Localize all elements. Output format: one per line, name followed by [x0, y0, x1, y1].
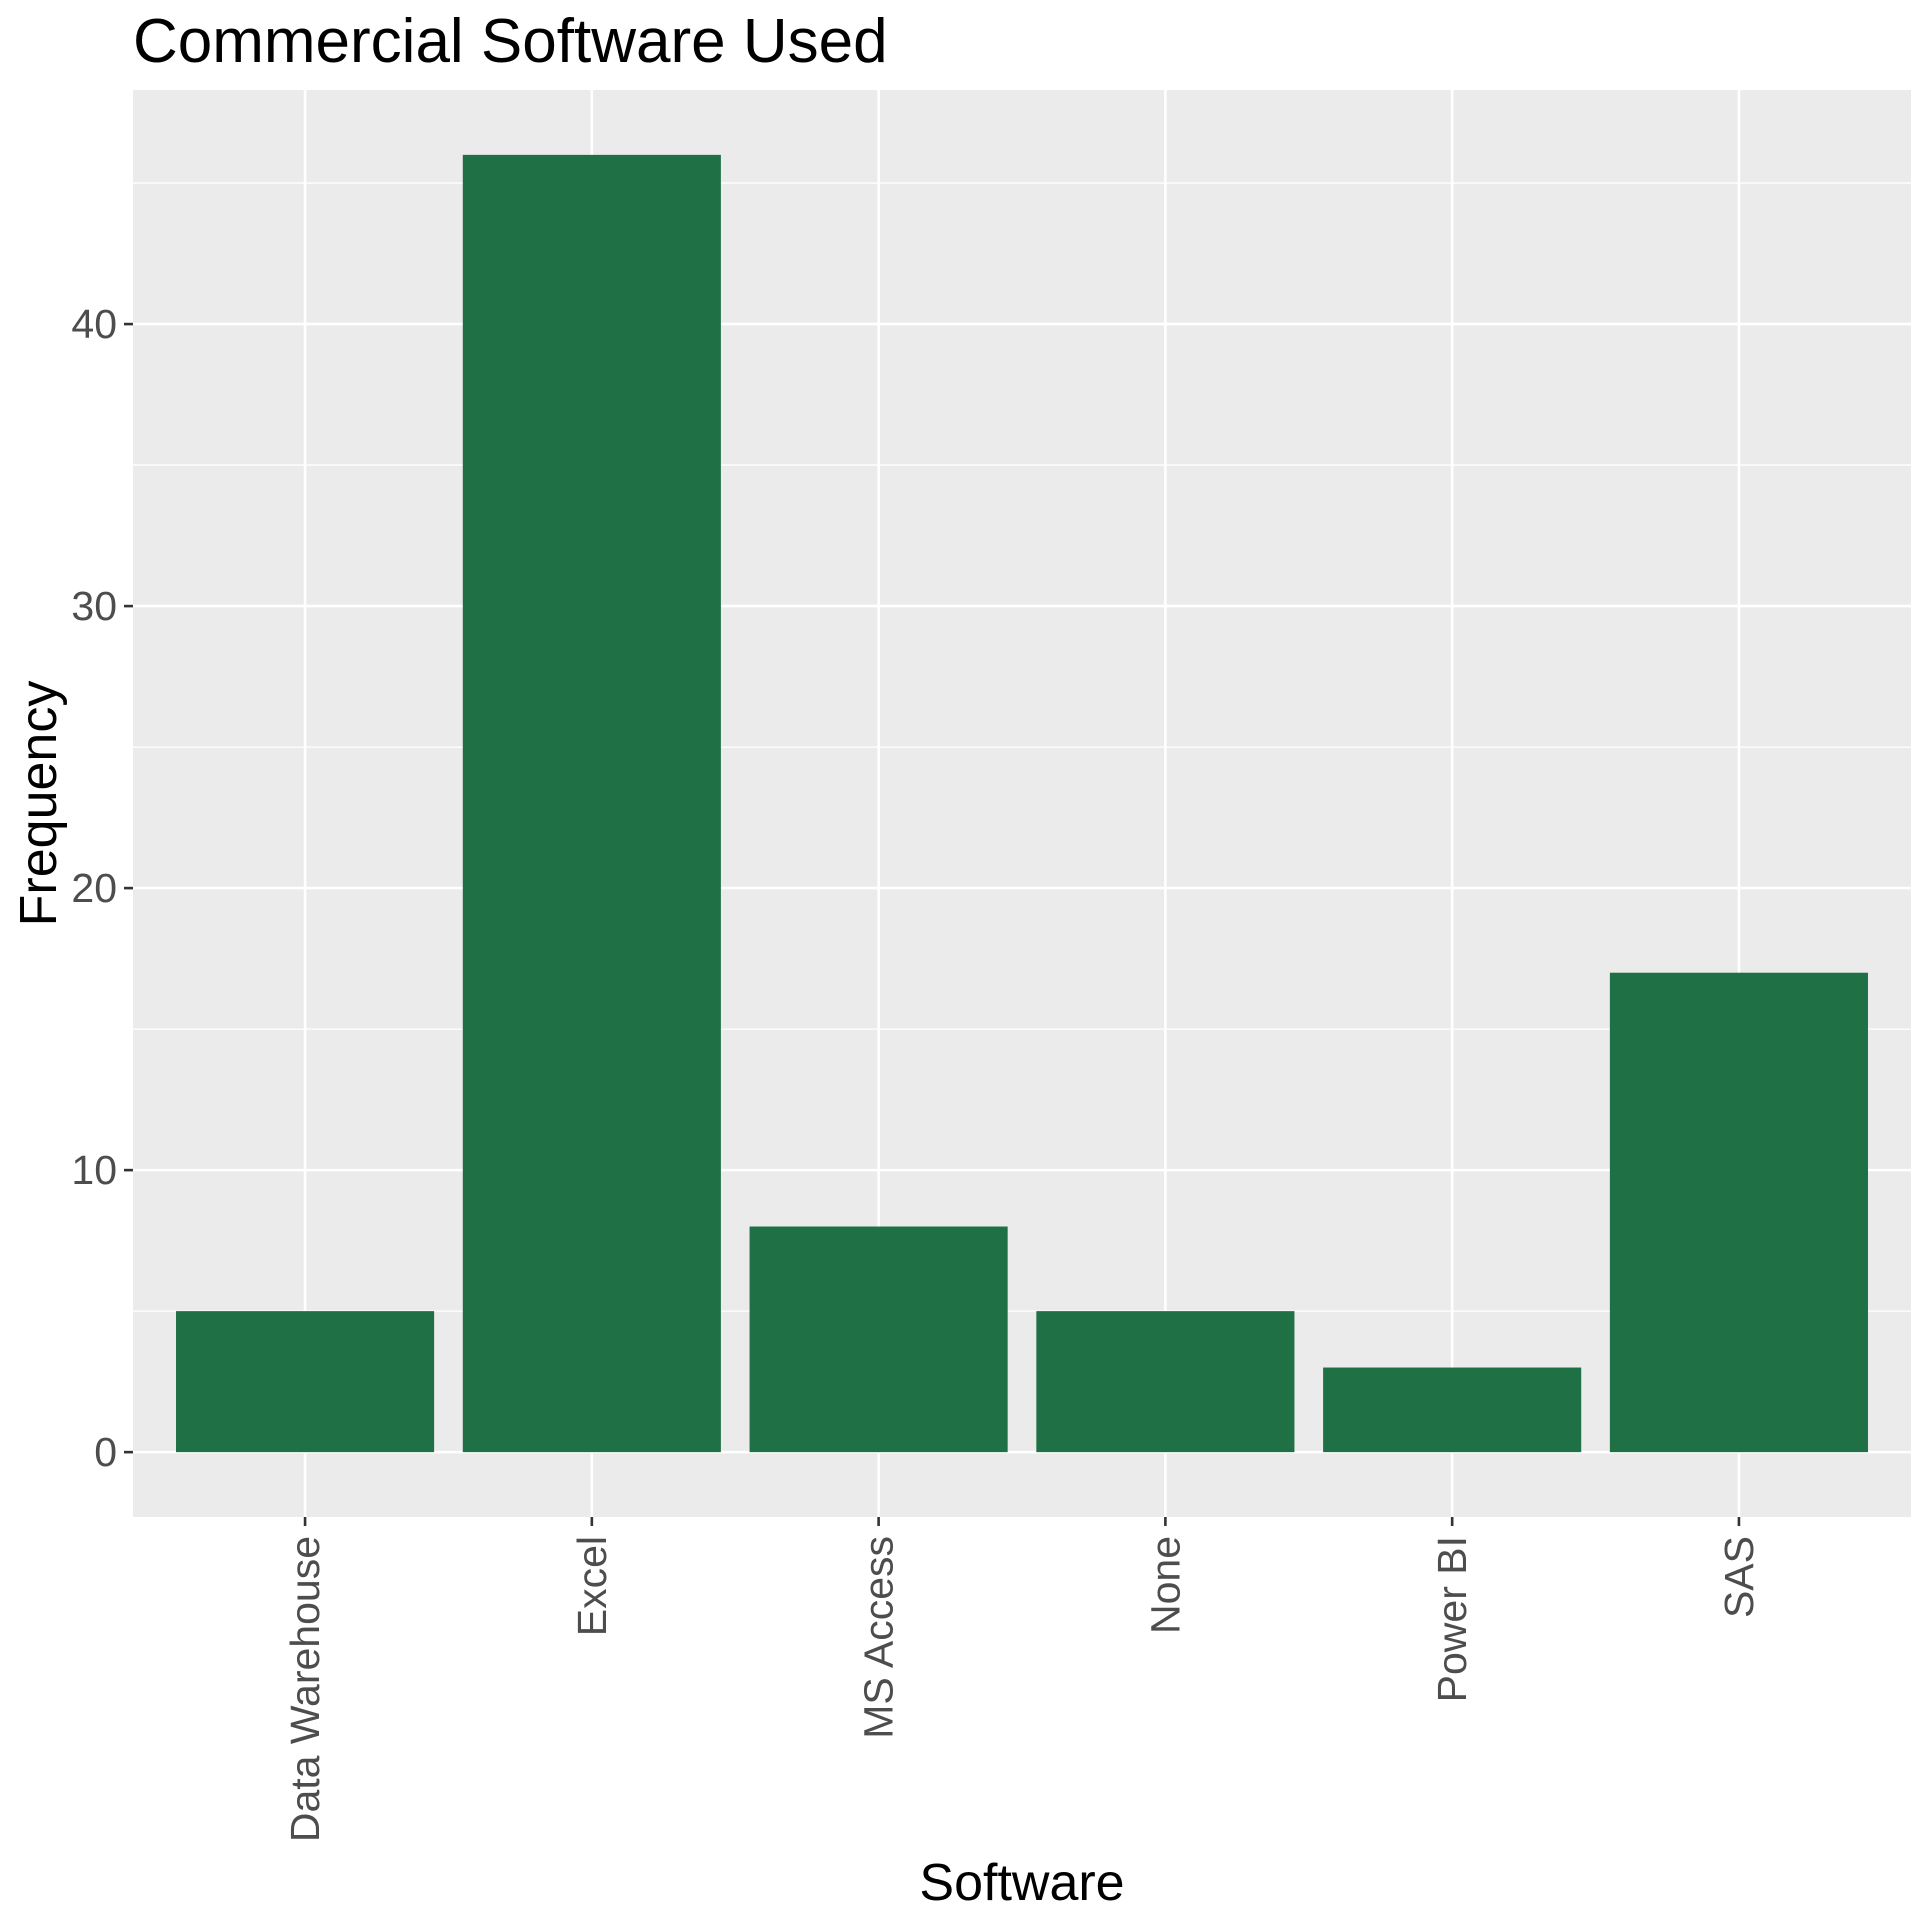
bar-none: [1036, 1311, 1295, 1453]
y-tick-label: 10: [71, 1147, 117, 1193]
x-tick-label: None: [1142, 1536, 1188, 1634]
x-axis: Data Warehouse Excel MS Access None Power BI…: [282, 1517, 1762, 1842]
x-tick-label: SAS: [1716, 1536, 1762, 1618]
chart-title: Commercial Software Used: [133, 7, 888, 76]
bar-excel: [462, 154, 721, 1453]
y-tick-label: 30: [71, 583, 117, 629]
y-tick-label: 40: [71, 301, 117, 347]
bars: [176, 154, 1868, 1453]
x-tick-label: Data Warehouse: [282, 1536, 328, 1842]
x-tick-label: Power BI: [1429, 1536, 1475, 1702]
major-gridlines: [133, 90, 1911, 1517]
bar-data-warehouse: [176, 1311, 435, 1453]
y-tick-label: 0: [94, 1429, 117, 1475]
x-axis-title: Software: [919, 1854, 1124, 1912]
x-tick-label: MS Access: [856, 1536, 902, 1739]
y-tick-label: 20: [71, 865, 117, 911]
y-axis-title: Frequency: [10, 681, 68, 927]
y-axis: 0 10 20 30 40: [71, 301, 133, 1475]
bar-ms-access: [749, 1226, 1008, 1453]
x-tick-label: Excel: [569, 1536, 615, 1636]
bar-sas: [1609, 972, 1868, 1453]
bar-power-bi: [1323, 1367, 1582, 1453]
